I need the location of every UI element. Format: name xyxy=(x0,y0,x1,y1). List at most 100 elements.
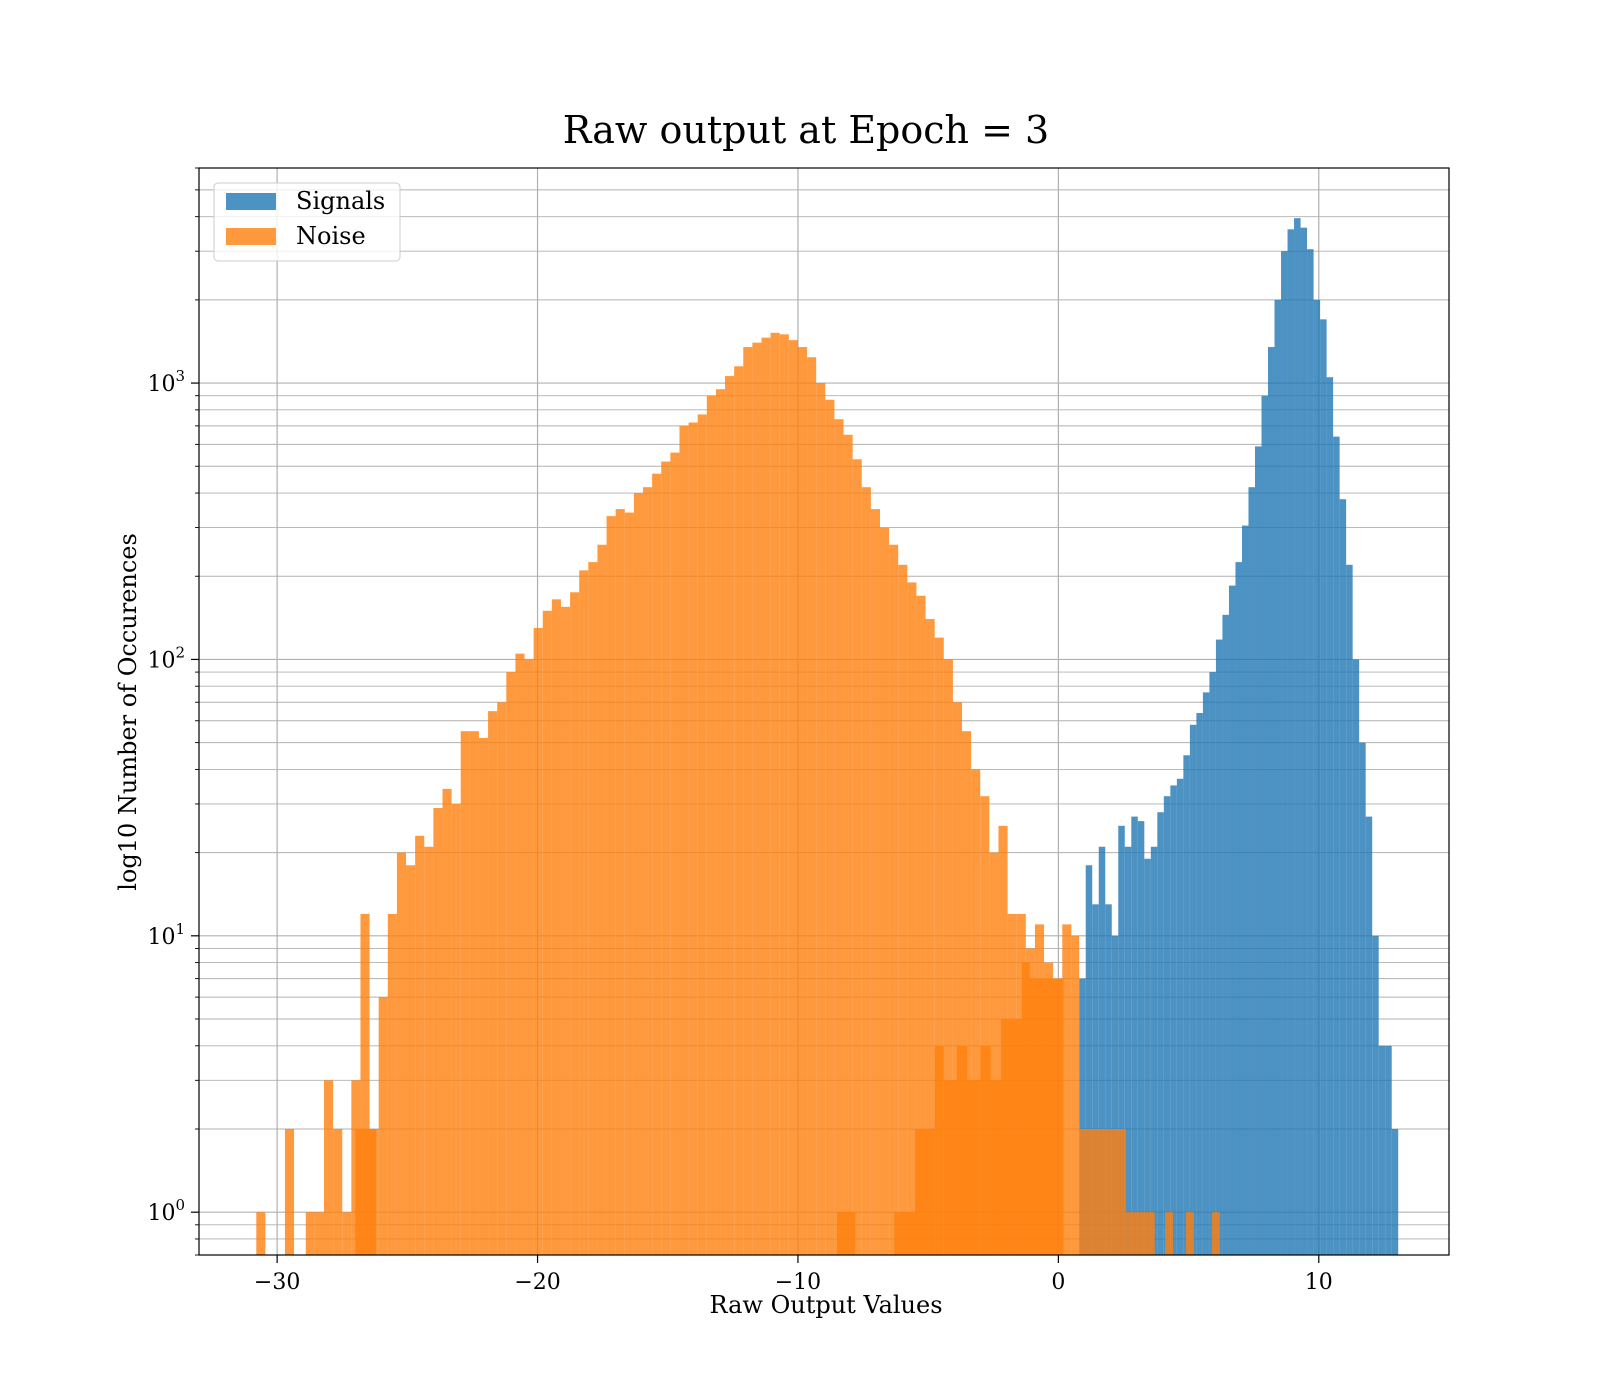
noise-bar xyxy=(1071,935,1080,1255)
noise-bar xyxy=(861,487,871,1255)
noise-bar-tail xyxy=(1212,1212,1220,1255)
noise-bar xyxy=(898,564,908,1255)
noise-bar xyxy=(925,619,935,1255)
signals-bar xyxy=(1333,436,1340,1255)
signals-bar xyxy=(1378,1045,1386,1255)
y-tick-label: 101 xyxy=(147,920,185,950)
histogram-bars xyxy=(256,218,1399,1256)
signals-bar xyxy=(1326,377,1334,1255)
noise-bar xyxy=(688,422,698,1256)
noise-bar xyxy=(1007,913,1017,1255)
noise-bar xyxy=(1034,924,1045,1255)
signals-bar xyxy=(1365,816,1373,1255)
noise-bar xyxy=(1025,948,1035,1255)
noise-bar xyxy=(588,562,598,1255)
noise-bar xyxy=(952,702,963,1255)
noise-bar xyxy=(533,627,543,1255)
signals-bar xyxy=(1111,935,1119,1255)
noise-bar xyxy=(378,997,388,1255)
signals-bar xyxy=(1144,858,1151,1255)
noise-bar-tail xyxy=(1139,1212,1155,1255)
noise-bar xyxy=(752,342,762,1256)
noise-bar xyxy=(451,803,461,1255)
signals-bar xyxy=(1281,251,1288,1255)
noise-bar xyxy=(998,825,1008,1255)
noise-bar xyxy=(697,414,707,1255)
signals-bar xyxy=(1131,816,1138,1255)
signals-bar xyxy=(1176,778,1184,1255)
noise-bar xyxy=(706,395,716,1256)
noise-bar xyxy=(943,659,953,1255)
noise-bar xyxy=(797,347,808,1255)
noise-bar xyxy=(284,1128,295,1255)
signals-bar xyxy=(1307,249,1314,1255)
y-tick-label: 100 xyxy=(147,1196,185,1226)
noise-bar-tail xyxy=(1079,1128,1106,1255)
noise-bar xyxy=(834,419,844,1255)
noise-bar xyxy=(962,731,972,1255)
signals-bar xyxy=(1300,227,1308,1256)
y-tick-label: 102 xyxy=(147,643,185,673)
y-tick-label: 103 xyxy=(147,367,185,397)
noise-bar xyxy=(825,399,835,1255)
plot-frame xyxy=(198,167,1450,1256)
noise-bar xyxy=(460,731,470,1255)
signals-bar xyxy=(1372,935,1379,1255)
noise-bar xyxy=(989,852,999,1255)
noise-bar xyxy=(725,376,735,1255)
noise-bar xyxy=(560,606,571,1255)
noise-bar xyxy=(597,544,607,1255)
signals-bar xyxy=(1098,846,1106,1255)
noise-bar xyxy=(633,493,644,1255)
noise-bar xyxy=(406,865,416,1255)
noise-bar xyxy=(497,702,507,1255)
signals-bar xyxy=(1183,755,1190,1255)
x-tick-label: −30 xyxy=(254,1270,300,1295)
noise-bar xyxy=(816,383,826,1256)
signals-bar xyxy=(1385,1045,1392,1255)
legend-label-noise: Noise xyxy=(296,222,366,250)
noise-bar xyxy=(907,582,917,1255)
signals-bar xyxy=(1248,487,1255,1255)
axis-ticks: −30 −20 −10 0 10 100 101 102 103 xyxy=(147,167,1333,1295)
noise-bar xyxy=(342,1212,352,1255)
noise-bar xyxy=(551,599,561,1255)
legend-swatch-noise xyxy=(226,228,276,245)
legend: Signals Noise xyxy=(213,182,401,262)
x-tick-label: 0 xyxy=(1051,1270,1065,1295)
noise-bar xyxy=(351,1080,361,1255)
noise-bar xyxy=(661,461,671,1256)
signals-bar xyxy=(1287,229,1295,1255)
noise-bar xyxy=(615,509,625,1255)
noise-bar xyxy=(524,659,534,1255)
signals-bar xyxy=(1339,499,1347,1255)
signals-bar xyxy=(1124,846,1132,1255)
noise-bar xyxy=(314,1212,324,1255)
noise-bar xyxy=(1044,962,1054,1255)
noise-bar xyxy=(424,846,434,1255)
signals-bar xyxy=(1352,659,1360,1255)
y-axis-label: log10 Number of Occurences xyxy=(114,533,142,891)
signals-bar xyxy=(1254,446,1262,1255)
noise-bar xyxy=(488,711,498,1255)
signals-bar xyxy=(1079,978,1086,1255)
noise-bar xyxy=(779,334,789,1255)
x-tick-label: −20 xyxy=(514,1270,560,1295)
signals-bar xyxy=(1320,319,1327,1255)
signals-bar xyxy=(1235,562,1242,1255)
noise-bar xyxy=(1062,924,1072,1255)
signals-bar xyxy=(1196,713,1203,1255)
noise-bar xyxy=(506,672,516,1255)
legend-label-signals: Signals xyxy=(296,187,385,215)
signals-bar xyxy=(1268,347,1275,1255)
noise-bar xyxy=(542,610,552,1255)
noise-bar xyxy=(433,808,443,1255)
noise-bar xyxy=(570,592,580,1255)
noise-bar xyxy=(670,452,680,1255)
noise-bar xyxy=(743,347,753,1255)
signals-bar xyxy=(1359,742,1366,1255)
noise-bar xyxy=(624,512,634,1255)
noise-bar xyxy=(761,337,771,1255)
signals-bar xyxy=(1137,821,1145,1255)
